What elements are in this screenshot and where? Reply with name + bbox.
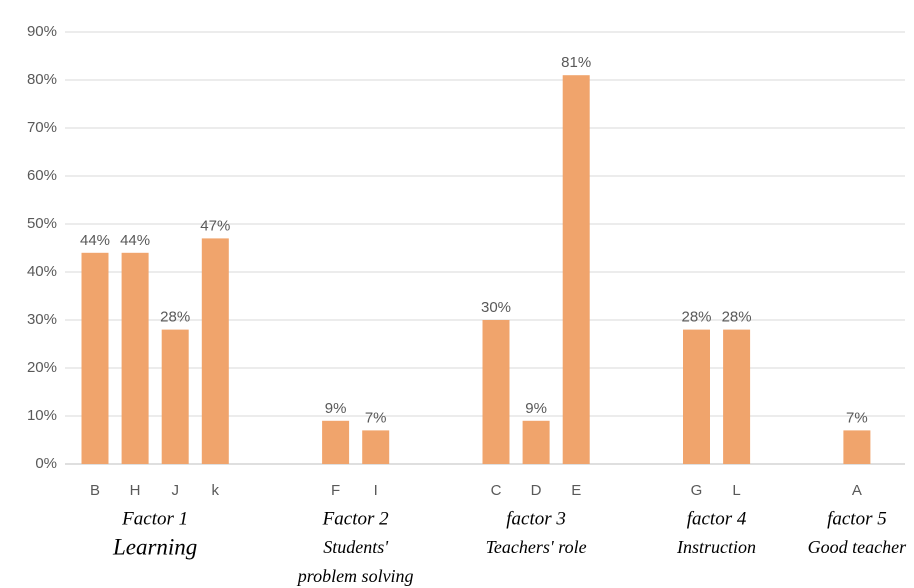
bar: [723, 329, 751, 464]
value-label: 81%: [561, 54, 591, 71]
x-tick-label: k: [212, 482, 220, 499]
group-label: factor 4: [687, 508, 747, 529]
bar: [362, 430, 390, 464]
group-label: factor 5: [827, 508, 887, 529]
bar: [161, 329, 189, 464]
y-tick-label: 90%: [27, 23, 57, 40]
bar: [322, 420, 350, 464]
bar: [843, 430, 871, 464]
group-label: Students': [323, 537, 389, 557]
value-label: 28%: [681, 309, 711, 326]
y-tick-label: 80%: [27, 71, 57, 88]
bar: [562, 75, 590, 464]
y-tick-label: 60%: [27, 167, 57, 184]
group-label: Factor 1: [121, 508, 188, 529]
bar: [201, 238, 229, 464]
x-tick-label: J: [171, 482, 179, 499]
y-tick-label: 20%: [27, 359, 57, 376]
value-label: 47%: [200, 217, 230, 234]
value-label: 28%: [160, 309, 190, 326]
group-label: Factor 2: [322, 508, 389, 529]
value-label: 44%: [120, 232, 150, 249]
value-label: 9%: [325, 400, 347, 417]
x-tick-label: H: [130, 482, 141, 499]
bar: [121, 252, 149, 464]
bar: [683, 329, 710, 464]
y-tick-label: 40%: [27, 263, 57, 280]
bar: [522, 420, 550, 464]
y-tick-label: 10%: [27, 407, 57, 424]
group-label: problem solving: [296, 566, 414, 586]
x-tick-label: E: [571, 482, 581, 499]
value-label: 9%: [525, 400, 547, 417]
value-label: 28%: [722, 309, 752, 326]
x-tick-label: C: [491, 482, 502, 499]
group-label: factor 3: [506, 508, 566, 529]
group-label: Learning: [112, 534, 197, 559]
value-label: 30%: [481, 299, 511, 316]
bar: [81, 252, 109, 464]
group-label: Good teacher: [808, 537, 907, 557]
y-tick-label: 30%: [27, 311, 57, 328]
x-tick-label: I: [374, 482, 378, 499]
x-tick-label: F: [331, 482, 340, 499]
x-tick-label: B: [90, 482, 100, 499]
bar: [482, 320, 510, 464]
value-label: 44%: [80, 232, 110, 249]
y-tick-label: 0%: [35, 455, 57, 472]
y-tick-label: 50%: [27, 215, 57, 232]
x-tick-label: G: [691, 482, 703, 499]
x-tick-label: A: [852, 482, 862, 499]
x-tick-label: D: [531, 482, 542, 499]
value-label: 7%: [846, 409, 868, 426]
group-label: Instruction: [676, 537, 756, 557]
value-label: 7%: [365, 409, 387, 426]
y-tick-label: 70%: [27, 119, 57, 136]
x-tick-label: L: [732, 482, 740, 499]
group-label: Teachers' role: [486, 537, 587, 557]
